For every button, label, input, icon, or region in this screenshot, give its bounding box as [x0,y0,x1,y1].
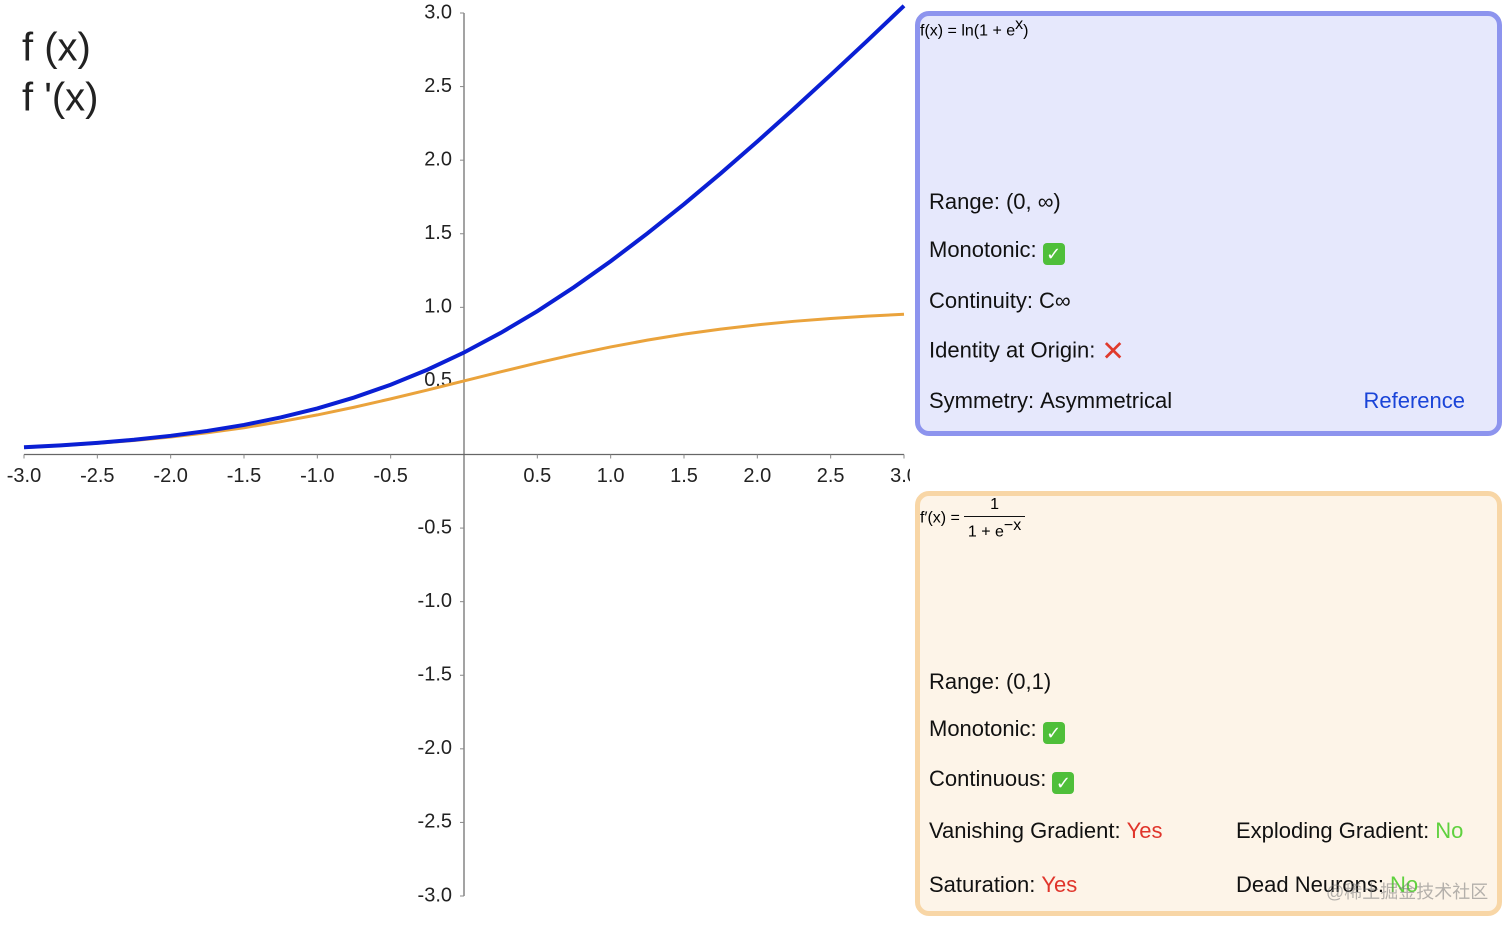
derivative-panel: f′(x) = 1 1 + e−x Range: (0,1) Monotonic: ✓ Con… [915,491,1502,916]
reference-link[interactable]: Reference [1363,388,1465,413]
watermark: @稀土掘金技术社区 [1326,882,1489,902]
x-tick-label: -1.0 [300,465,334,487]
property-label: Range: [929,189,1000,214]
x-tick-label: -2.5 [80,465,114,487]
numerator: 1 [963,496,1026,517]
property: Symmetry: Asymmetrical [929,388,1172,414]
property-label: Monotonic: [929,237,1037,262]
property-label: Exploding Gradient: [1236,818,1430,843]
x-tick-label: 1.0 [597,465,625,487]
property: Exploding Gradient: No [1236,818,1463,844]
property-label: Saturation: [929,872,1036,897]
property-label: Vanishing Gradient: [929,818,1121,843]
property-label: Continuity: [929,288,1033,313]
property: Continuity: C∞ [929,288,1071,314]
property-value: ✓ [1042,722,1065,744]
property: Monotonic: ✓ [929,716,1065,744]
property-value: (0,1) [1005,669,1052,694]
y-tick-label: 3.0 [424,1,452,23]
y-tick-label: -1.0 [418,590,452,612]
property: Saturation: Yes [929,872,1077,898]
legend-entry: f '(x) [22,76,99,120]
property-value: C∞ [1038,288,1071,313]
property: Dead Neurons: No [1236,872,1418,898]
formula-tail: ) [1023,22,1029,40]
formula: f′(x) = 1 1 + e−x [920,496,1497,541]
x-tick-label: 1.5 [670,465,698,487]
x-tick-label: 3.0 [890,465,910,487]
property-value: ✓ [1052,772,1075,794]
property: Monotonic: ✓ [929,237,1065,265]
y-tick-label: -1.5 [418,664,452,686]
formula-lhs: f′(x) = [920,509,960,527]
property-label: Dead Neurons: [1236,872,1384,897]
property-value: Yes [1126,818,1163,843]
exponent: x [1015,16,1024,33]
property-value: Yes [1041,872,1078,897]
property: Vanishing Gradient: Yes [929,818,1163,844]
property: Range: (0, ∞) [929,189,1061,215]
y-tick-label: 2.5 [424,75,452,97]
property-value: No [1389,872,1419,897]
chart: -3.0 -2.5 -2.0 -1.5 -1.0 -0.5 0.5 1.0 1.5 2.0 2.5 3… [7,1,910,906]
property: Identity at Origin: ✕ [929,335,1125,368]
formula: f(x) = ln(1 + ex) [920,16,1497,40]
property-value: (0, ∞) [1005,189,1061,214]
x-tick-label: -1.5 [227,465,261,487]
property-value: ✕ [1101,335,1125,367]
x-tick-label: -0.5 [373,465,407,487]
property-label: Continuous: [929,766,1047,791]
y-tick-label: -0.5 [418,516,452,538]
series-line [23,4,906,450]
y-tick-label: 2.0 [424,148,452,170]
property-label: Identity at Origin: [929,337,1096,363]
property: Range: (0,1) [929,669,1051,695]
y-tick-label: -2.0 [418,737,452,759]
x-tick-label: -3.0 [7,465,41,487]
property-value: Asymmetrical [1040,388,1173,413]
y-tick-label: 1.5 [424,222,452,244]
y-tick-label: -2.5 [418,811,452,833]
property-value: ✓ [1042,243,1065,265]
property-label: Range: [929,669,1000,694]
denominator-base: 1 + e [967,523,1004,541]
y-tick-label: 1.0 [424,296,452,318]
property-value: No [1435,818,1464,843]
function-panel: f(x) = ln(1 + ex) Range: (0, ∞) Monotonic: ✓… [915,11,1502,436]
exponent: −x [1003,517,1022,534]
y-tick-label: -3.0 [418,884,452,906]
x-tick-label: 2.0 [743,465,771,487]
denominator: 1 + e−x [968,517,1021,541]
property: Continuous: ✓ [929,766,1075,794]
x-tick-label: -2.0 [153,465,187,487]
formula-text: f(x) = ln(1 + e [920,22,1016,40]
legend-entry: f (x) [22,26,91,70]
x-tick-label: 0.5 [523,465,551,487]
property-label: Monotonic: [929,716,1037,741]
property-label: Symmetry: [929,388,1035,413]
x-tick-label: 2.5 [817,465,845,487]
